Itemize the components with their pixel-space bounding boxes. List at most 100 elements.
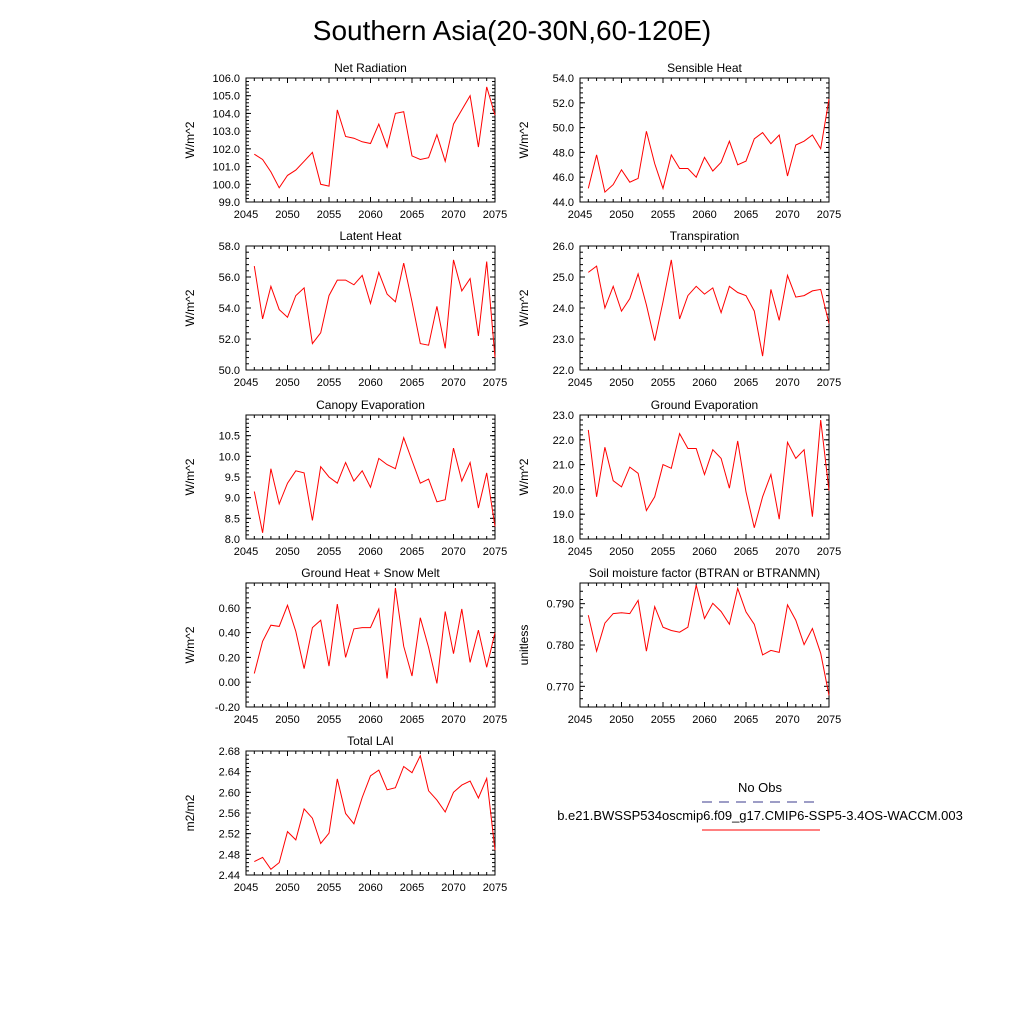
y-axis-label: W/m^2 (183, 626, 197, 663)
y-tick-label: 2.44 (219, 870, 240, 882)
x-tick-label: 2060 (358, 377, 382, 389)
y-axis-label: W/m^2 (183, 121, 197, 158)
series-line (253, 587, 496, 684)
x-tick-label: 2060 (358, 714, 382, 726)
x-tick-label: 2065 (400, 882, 424, 894)
panel-title: Net Radiation (334, 61, 407, 75)
x-tick-label: 2065 (400, 209, 424, 221)
y-tick-label: 54.0 (219, 303, 240, 315)
y-tick-label: 22.0 (553, 365, 574, 377)
y-tick-label: 23.0 (553, 334, 574, 346)
series-line (587, 419, 830, 528)
x-tick-label: 2060 (692, 714, 716, 726)
y-tick-label: 100.0 (212, 179, 240, 191)
panel-title: Total LAI (347, 734, 394, 748)
x-tick-label: 2055 (651, 546, 675, 558)
x-tick-label: 2070 (441, 546, 465, 558)
plot-frame (579, 582, 830, 708)
x-tick-label: 2065 (734, 546, 758, 558)
x-tick-label: 2060 (692, 546, 716, 558)
series-line (587, 259, 830, 357)
y-tick-label: 106.0 (212, 73, 240, 85)
y-axis-label: W/m^2 (517, 121, 531, 158)
x-tick-label: 2055 (317, 882, 341, 894)
y-tick-label: 25.0 (553, 272, 574, 284)
x-tick-label: 2045 (234, 377, 258, 389)
y-tick-label: 19.0 (553, 509, 574, 521)
panel-title: Sensible Heat (667, 61, 742, 75)
plot-frame (579, 414, 830, 540)
x-tick-label: 2045 (568, 377, 592, 389)
y-axis-label: W/m^2 (183, 289, 197, 326)
x-tick-label: 2065 (734, 377, 758, 389)
x-tick-label: 2045 (234, 546, 258, 558)
x-tick-label: 2070 (441, 377, 465, 389)
x-tick-label: 2050 (275, 546, 299, 558)
y-tick-label: 50.0 (553, 123, 574, 135)
x-tick-label: 2060 (692, 209, 716, 221)
plot-frame (245, 245, 496, 371)
x-tick-label: 2075 (817, 546, 841, 558)
series-line (587, 584, 830, 696)
y-axis-label: m2/m2 (183, 794, 197, 831)
y-tick-label: 50.0 (219, 365, 240, 377)
y-tick-label: 101.0 (212, 162, 240, 174)
chart-panel: Ground Evaporation 2045 2050 2055 2060 2065 20… (517, 398, 841, 558)
x-tick-label: 2070 (441, 882, 465, 894)
x-tick-label: 2050 (609, 714, 633, 726)
x-tick-label: 2060 (358, 546, 382, 558)
series-line (253, 259, 496, 358)
plot-frame (579, 245, 830, 371)
x-tick-label: 2075 (483, 209, 507, 221)
plot-frame (579, 77, 830, 203)
y-axis-label: W/m^2 (517, 289, 531, 326)
x-tick-label: 2075 (483, 377, 507, 389)
y-tick-label: 9.5 (225, 472, 240, 484)
y-axis-label: W/m^2 (517, 458, 531, 495)
y-tick-label: 0.20 (219, 652, 240, 664)
y-tick-label: 21.0 (553, 460, 574, 472)
x-tick-label: 2070 (441, 209, 465, 221)
x-tick-label: 2075 (817, 209, 841, 221)
series-line (587, 99, 830, 194)
plot-frame (245, 582, 496, 708)
x-tick-label: 2075 (483, 882, 507, 894)
x-tick-label: 2065 (734, 714, 758, 726)
x-tick-label: 2050 (609, 546, 633, 558)
y-tick-label: 2.48 (219, 849, 240, 861)
y-tick-label: 2.64 (219, 767, 240, 779)
x-tick-label: 2070 (775, 546, 799, 558)
legend-model-label: b.e21.BWSSP534oscmip6.f09_g17.CMIP6-SSP5… (557, 808, 963, 823)
x-tick-label: 2070 (775, 209, 799, 221)
x-tick-label: 2050 (609, 209, 633, 221)
y-tick-label: 0.780 (546, 640, 574, 652)
x-tick-label: 2050 (275, 882, 299, 894)
y-tick-label: 103.0 (212, 126, 240, 138)
y-tick-label: 23.0 (553, 410, 574, 422)
y-tick-label: 8.0 (225, 534, 240, 546)
x-tick-label: 2045 (234, 882, 258, 894)
chart-panel: Transpiration 2045 2050 2055 2060 2065 2070 207… (517, 229, 841, 389)
y-tick-label: 104.0 (212, 108, 240, 120)
x-tick-label: 2070 (775, 377, 799, 389)
y-tick-label: 2.56 (219, 808, 240, 820)
x-tick-label: 2075 (817, 377, 841, 389)
y-tick-label: 10.5 (219, 431, 240, 443)
x-tick-label: 2075 (483, 714, 507, 726)
panel-title: Latent Heat (339, 229, 402, 243)
y-tick-label: 56.0 (219, 272, 240, 284)
plot-frame (245, 414, 496, 540)
series-line (253, 436, 496, 533)
panel-title: Transpiration (670, 229, 740, 243)
y-tick-label: 0.00 (219, 677, 240, 689)
x-tick-label: 2045 (568, 546, 592, 558)
x-tick-label: 2055 (651, 377, 675, 389)
chart-panel: Canopy Evaporation 2045 2050 2055 2060 2065 20… (183, 398, 507, 558)
x-tick-label: 2055 (317, 714, 341, 726)
legend-obs-label: No Obs (738, 780, 783, 795)
y-tick-label: 0.790 (546, 599, 574, 611)
panel-title: Canopy Evaporation (316, 398, 425, 412)
x-tick-label: 2055 (317, 209, 341, 221)
x-tick-label: 2075 (817, 714, 841, 726)
